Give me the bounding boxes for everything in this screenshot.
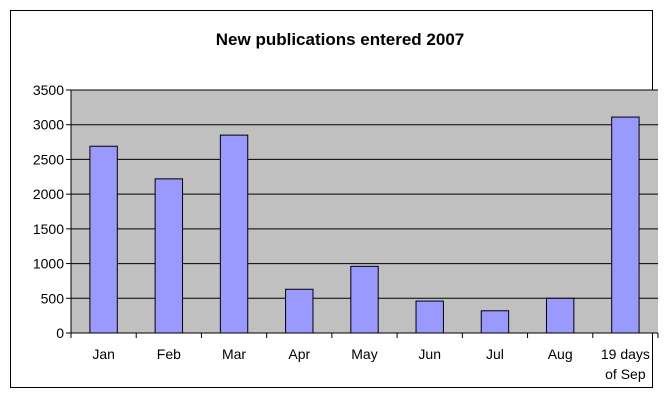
bar: [611, 116, 640, 334]
bar: [285, 288, 314, 334]
chart-title: New publications entered 2007: [216, 30, 464, 49]
bar: [154, 178, 184, 334]
x-tick-label: Mar: [222, 346, 246, 362]
x-tick-label: Feb: [157, 346, 181, 362]
y-tick-label: 2500: [33, 151, 64, 167]
y-tick-label: 500: [41, 290, 65, 306]
x-tick-label: Jul: [486, 346, 504, 362]
bar: [480, 310, 510, 334]
bar: [219, 134, 249, 334]
y-tick-label: 3500: [33, 82, 64, 98]
y-tick-label: 1000: [33, 256, 64, 272]
x-tick-label: May: [351, 346, 377, 362]
bar: [350, 265, 379, 334]
x-tick-label: Apr: [288, 346, 310, 362]
x-tick-label: Jun: [418, 346, 441, 362]
y-axis: 0 500 1000 1500 2000 2500 3000 3500: [33, 82, 72, 341]
y-tick-label: 1500: [33, 221, 64, 237]
x-axis: Jan Feb Mar Apr May Jun Jul Aug 19 days of Sep: [70, 332, 659, 382]
bar: [415, 300, 444, 334]
y-tick-label: 3000: [33, 117, 64, 133]
x-tick-label: Jan: [92, 346, 115, 362]
y-tick-label: 2000: [33, 186, 64, 202]
bar: [89, 145, 118, 334]
x-tick-label: 19 days of Sep: [601, 346, 650, 382]
x-tick-label: Aug: [548, 346, 573, 362]
y-tick-label: 0: [56, 325, 64, 341]
bar: [545, 297, 575, 334]
